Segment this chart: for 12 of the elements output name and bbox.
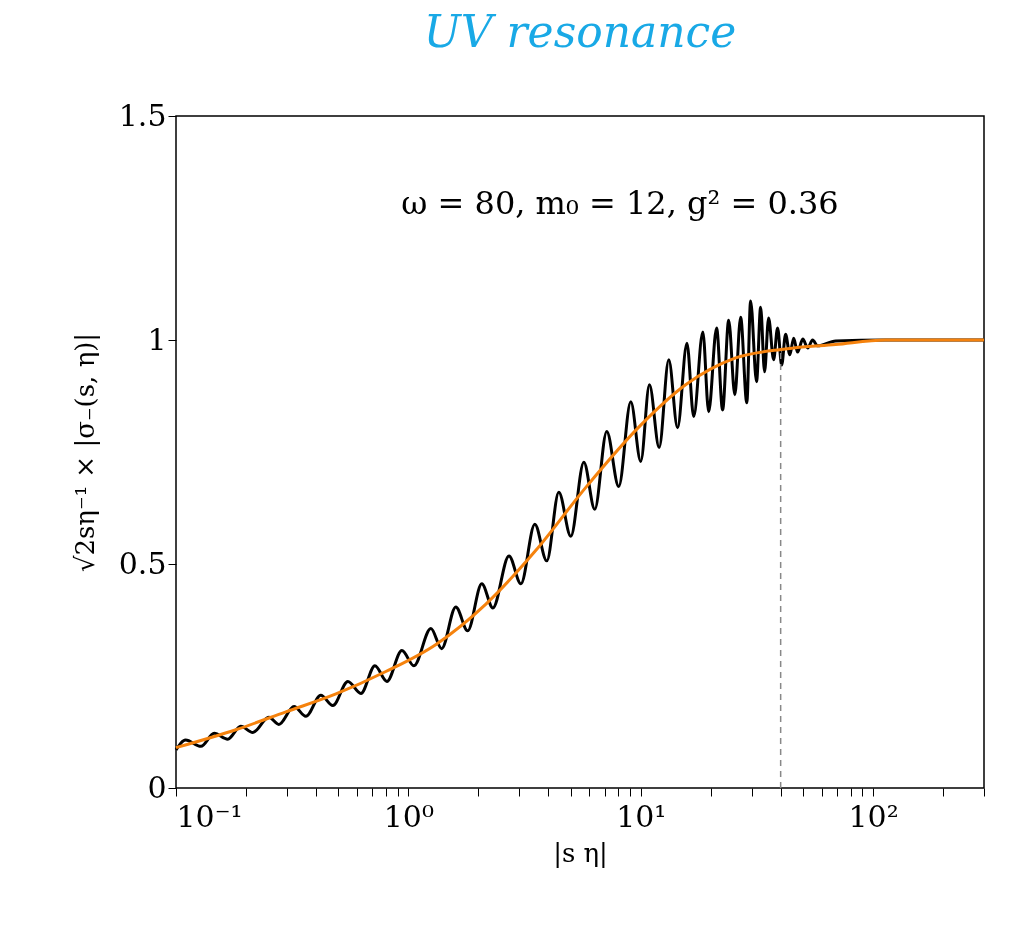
y-tick-label: 1.5 [118, 97, 167, 133]
x-tick-label: 10⁻¹ [176, 798, 243, 834]
x-tick-label: 10² [848, 798, 899, 834]
y-axis-title: √2sη⁻¹ × |σ₋(s, η)| [69, 332, 100, 573]
y-tick-label: 0.5 [118, 545, 167, 581]
y-tick-label: 0 [147, 769, 167, 805]
x-tick-label: 10¹ [616, 798, 667, 834]
chart-title: UV resonance [423, 6, 737, 57]
x-tick-label: 10⁰ [383, 798, 434, 834]
y-tick-label: 1 [147, 321, 167, 357]
x-axis-title: |s η| [553, 837, 608, 868]
annotation: ω = 80, m₀ = 12, g² = 0.36 [401, 184, 839, 222]
